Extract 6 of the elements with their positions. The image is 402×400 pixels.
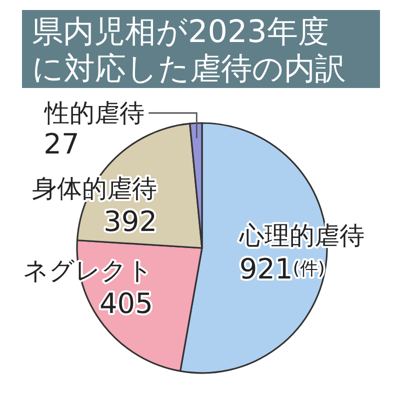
slice-label: 性的虐待 [44, 98, 145, 128]
data-label: 392 [104, 205, 158, 238]
data-label: 921(件) [239, 252, 325, 285]
chart-title: 県内児相が2023年度に対応した虐待の内訳 [32, 14, 346, 87]
data-label: 27 [44, 128, 80, 160]
data-label: 405 [99, 287, 153, 320]
